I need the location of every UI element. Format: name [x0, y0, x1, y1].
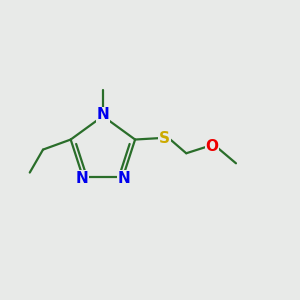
Text: S: S	[159, 130, 170, 146]
Text: N: N	[76, 171, 88, 186]
Text: O: O	[205, 139, 218, 154]
Text: N: N	[117, 171, 130, 186]
Text: N: N	[97, 107, 109, 122]
